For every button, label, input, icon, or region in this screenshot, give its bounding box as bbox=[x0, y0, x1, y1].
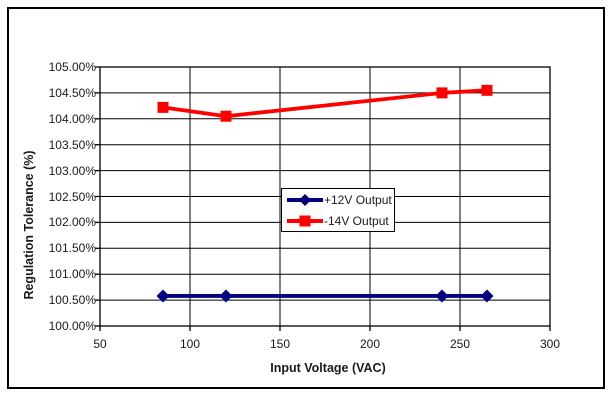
x-tick-label: 300 bbox=[539, 337, 561, 351]
data-point-diamond bbox=[435, 289, 449, 303]
x-tick-label: 50 bbox=[93, 337, 107, 351]
line-square-marker-icon bbox=[287, 215, 323, 226]
series-line-1 bbox=[161, 88, 489, 119]
y-tick-label: 100.50% bbox=[48, 293, 96, 308]
data-point-square bbox=[157, 101, 169, 113]
legend-label-minus14v: -14V Output bbox=[324, 213, 389, 228]
legend-entry-plus12v: +12V Output bbox=[282, 190, 394, 210]
y-tick-label: 105.00% bbox=[48, 60, 96, 74]
y-tick-label: 104.00% bbox=[48, 111, 96, 126]
y-tick-label: 101.00% bbox=[48, 267, 96, 282]
data-point-diamond bbox=[219, 289, 233, 303]
x-tick-label: 100 bbox=[179, 337, 201, 351]
y-axis-title: Regulation Tolerance (%) bbox=[22, 150, 36, 300]
y-tick-label: 100.00% bbox=[48, 319, 96, 333]
legend-entry-minus14v: -14V Output bbox=[282, 211, 394, 231]
data-point-diamond bbox=[480, 289, 494, 303]
y-tick-label: 103.00% bbox=[48, 163, 96, 178]
data-point-square bbox=[220, 110, 232, 122]
y-tick-label: 103.50% bbox=[48, 137, 96, 152]
y-tick-label: 104.50% bbox=[48, 85, 96, 100]
x-tick-label: 250 bbox=[449, 337, 471, 351]
data-point-square bbox=[436, 87, 448, 99]
y-tick-label: 102.50% bbox=[48, 189, 96, 204]
data-point-diamond bbox=[156, 289, 170, 303]
legend: +12V Output -14V Output bbox=[281, 188, 395, 232]
data-point-square bbox=[481, 84, 493, 96]
legend-label-plus12v: +12V Output bbox=[324, 192, 392, 207]
line-diamond-marker-icon bbox=[287, 193, 323, 206]
y-tick-label: 102.00% bbox=[48, 215, 96, 230]
x-tick-label: 150 bbox=[269, 337, 291, 351]
x-tick-label: 200 bbox=[359, 337, 381, 351]
x-axis-title: Input Voltage (VAC) bbox=[270, 361, 386, 375]
y-tick-label: 101.50% bbox=[48, 241, 96, 256]
